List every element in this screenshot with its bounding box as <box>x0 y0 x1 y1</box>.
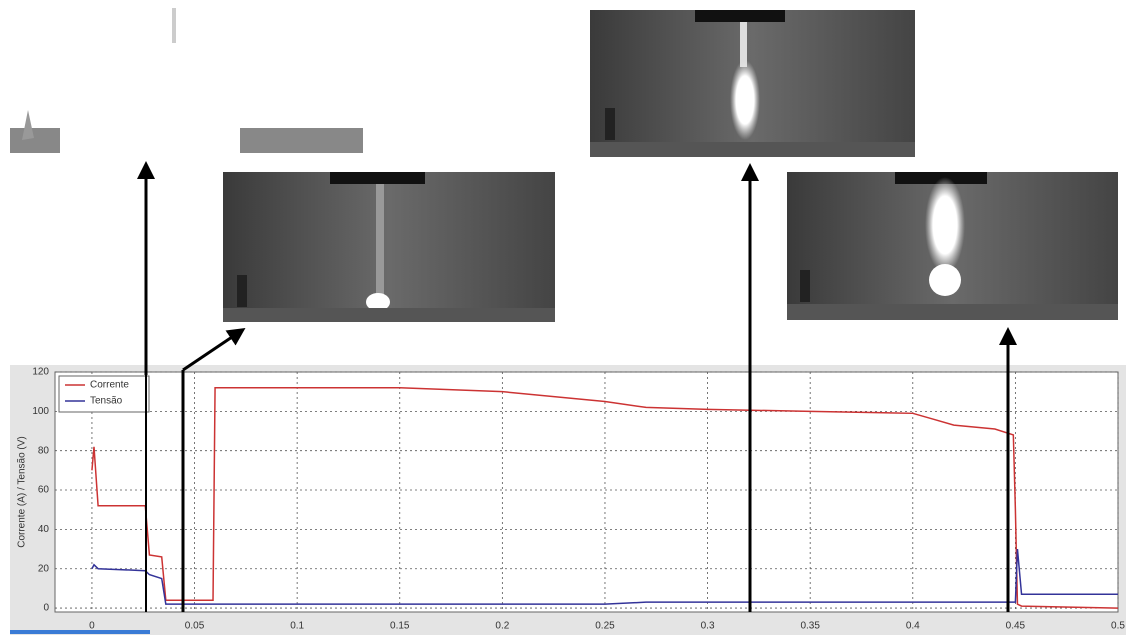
x-tick-label: 0.5 <box>1111 621 1125 632</box>
legend-label: Tensão <box>90 396 123 407</box>
x-tick-label: 0 <box>89 621 95 632</box>
x-tick-label: 0.1 <box>290 621 304 632</box>
photo-2 <box>223 172 555 322</box>
legend-label: Corrente <box>90 380 129 391</box>
photo-4 <box>787 172 1118 320</box>
y-tick-label: 120 <box>32 367 49 378</box>
y-tick-label: 100 <box>32 406 49 417</box>
photo-3 <box>590 10 915 157</box>
y-tick-label: 20 <box>38 563 50 574</box>
scroll-bar <box>10 630 150 634</box>
y-axis-label: Corrente (A) / Tensão (V) <box>17 436 28 548</box>
x-tick-label: 0.15 <box>390 621 410 632</box>
x-tick-label: 0.2 <box>495 621 509 632</box>
y-tick-label: 40 <box>38 524 50 535</box>
x-tick-label: 0.4 <box>906 621 920 632</box>
y-tick-label: 60 <box>38 485 50 496</box>
y-tick-label: 80 <box>38 445 50 456</box>
x-tick-label: 0.45 <box>1006 621 1026 632</box>
x-tick-label: 0.3 <box>701 621 715 632</box>
y-tick-label: 0 <box>43 603 49 614</box>
x-tick-label: 0.05 <box>185 621 205 632</box>
x-tick-label: 0.25 <box>595 621 615 632</box>
figure: Corrente (A) / Tensão (V) 0 20 40 60 80 100 12… <box>0 0 1126 635</box>
x-tick-label: 0.35 <box>800 621 820 632</box>
photo-1 <box>10 8 363 154</box>
